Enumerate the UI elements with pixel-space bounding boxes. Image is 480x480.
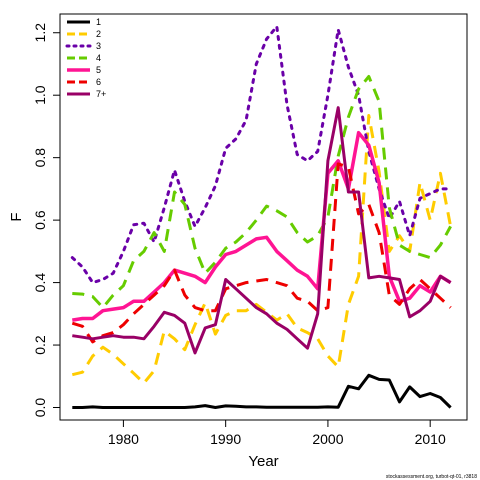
plot-frame — [59, 13, 468, 421]
y-tick-label: 0.2 — [32, 335, 48, 355]
legend-label: 7+ — [96, 89, 106, 99]
series-line-4 — [72, 75, 452, 310]
legend-label: 4 — [96, 53, 101, 63]
x-tick-label: 1980 — [108, 431, 139, 447]
x-axis-title: Year — [248, 453, 278, 470]
y-axis-title: F — [8, 212, 25, 221]
series-line-3 — [70, 25, 453, 285]
x-tick-label: 1990 — [210, 431, 241, 447]
y-axis: 0.0 0.2 0.4 0.6 0.8 1.0 1.2 — [32, 23, 60, 417]
x-axis: 1980 1990 2000 2010 — [108, 420, 446, 447]
footer-credit: stockassessment.org, turbot-qt-01, r3818 — [386, 474, 477, 480]
y-tick-label: 0.4 — [32, 273, 48, 293]
series-line-7plus — [72, 106, 452, 355]
series-line-2 — [71, 114, 453, 385]
legend-label: 6 — [96, 77, 101, 87]
series-line-6 — [71, 162, 452, 344]
series-line-5 — [72, 130, 452, 322]
legend-label: 3 — [96, 41, 101, 51]
y-tick-label: 0.8 — [32, 148, 48, 168]
x-tick-label: 2010 — [415, 431, 446, 447]
legend: 1 2 3 4 5 6 7+ — [65, 17, 106, 99]
y-tick-label: 0.0 — [32, 398, 48, 418]
y-tick-label: 0.6 — [32, 210, 48, 230]
legend-label: 5 — [96, 65, 101, 75]
series-layer — [70, 25, 453, 409]
legend-label: 1 — [96, 17, 101, 27]
x-tick-label: 2000 — [312, 431, 343, 447]
y-tick-label: 1.2 — [32, 23, 48, 43]
legend-label: 2 — [96, 29, 101, 39]
y-tick-label: 1.0 — [32, 85, 48, 105]
series-line-1 — [72, 373, 452, 409]
